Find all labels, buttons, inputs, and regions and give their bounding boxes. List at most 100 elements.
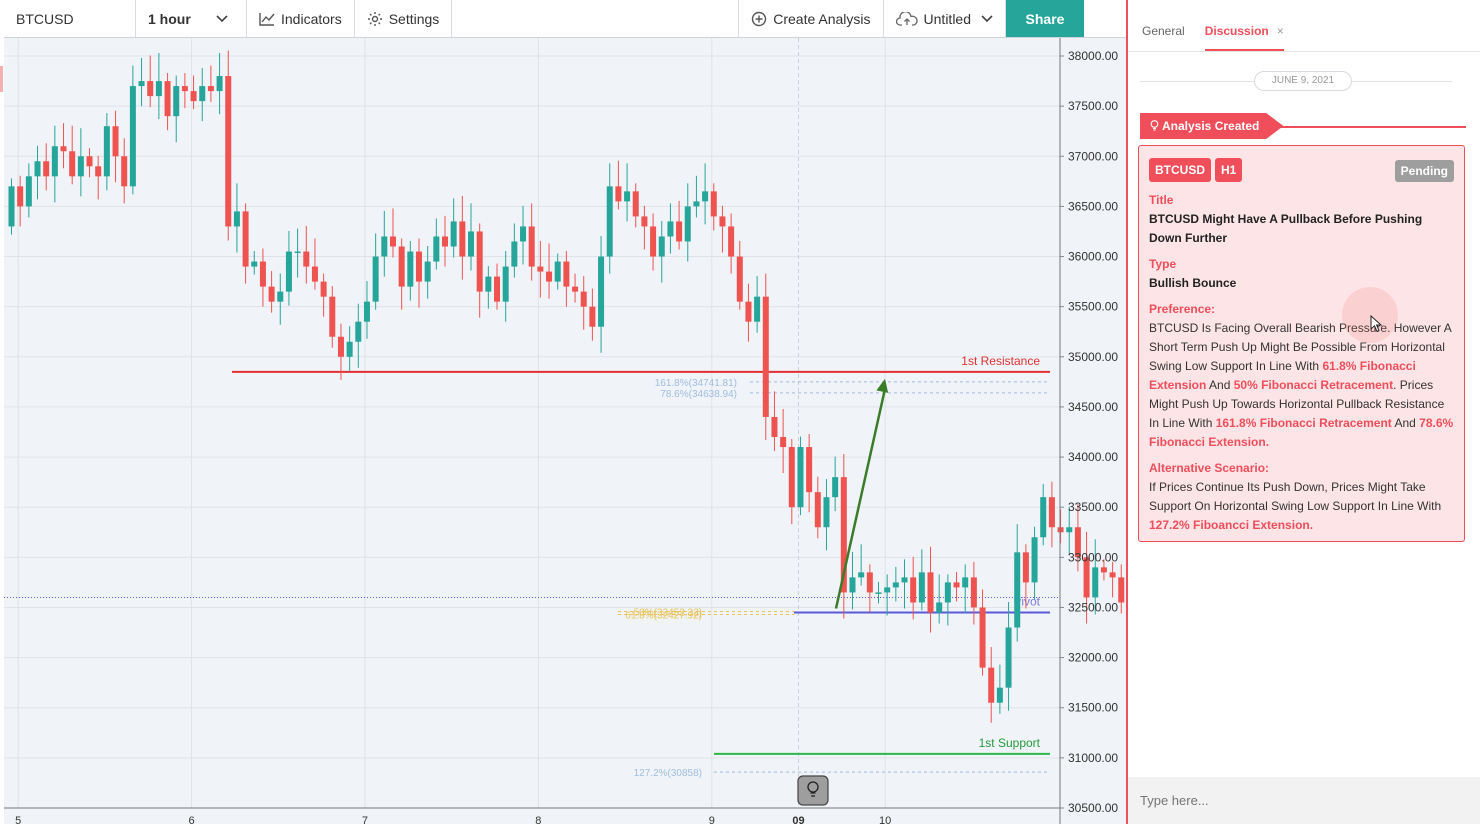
candle-body (459, 221, 466, 257)
candle-body (910, 577, 917, 603)
price-tick-label: 35000.00 (1068, 350, 1118, 364)
time-tick-label: 10 (879, 815, 891, 824)
preference-part: . Prices Might Push Up Towards Horizonta… (1149, 378, 1445, 430)
price-tick-label: 37500.00 (1068, 99, 1118, 113)
alternative-text: If Prices Continue Its Push Down, Prices… (1149, 478, 1454, 535)
candle-body (164, 81, 171, 117)
candle-body (780, 437, 787, 448)
candle-body (728, 226, 735, 257)
symbol-label: BTCUSD (16, 10, 74, 27)
candle-body (1109, 572, 1116, 578)
time-tick-label: 6 (189, 815, 195, 824)
candle-body (702, 191, 709, 202)
candle-body (277, 291, 284, 302)
candle-body (112, 126, 119, 157)
candle-body (320, 281, 327, 297)
fib-label: 78.6%(34638.94) (660, 389, 737, 400)
symbol-selector[interactable]: BTCUSD (4, 0, 136, 37)
preference-highlight: 61.8% Fibonacci Extension (1149, 359, 1416, 392)
candle-body (840, 477, 847, 593)
interval-dropdown[interactable]: 1 hour (136, 0, 247, 37)
candle-body (173, 86, 180, 117)
chevron-down-icon (981, 14, 993, 22)
preference-highlight: 50% Fibonacci Retracement (1233, 378, 1394, 392)
candle-body (710, 191, 717, 217)
candle-body (719, 216, 726, 227)
projection-arrow (834, 378, 889, 609)
candle-body (268, 286, 275, 302)
tab-general[interactable]: General (1142, 24, 1185, 51)
candle-body (858, 572, 865, 578)
cloud-upload-icon (895, 11, 918, 26)
candle-body (988, 667, 995, 703)
time-tick-label: 7 (362, 815, 368, 824)
candle-body (294, 251, 301, 254)
candle-body (996, 687, 1003, 703)
candle-body (1048, 497, 1055, 528)
candle-body (207, 86, 214, 92)
candle-body (615, 186, 622, 202)
settings-button[interactable]: Settings (355, 0, 453, 37)
candle-body (849, 577, 856, 593)
candle-body (372, 256, 379, 302)
candle-body (1083, 557, 1090, 598)
candle-body (121, 156, 128, 187)
candle-body (1005, 627, 1012, 688)
tab-discussion[interactable]: Discussion × (1204, 24, 1284, 51)
candle-body (676, 221, 683, 242)
candle-body (415, 251, 422, 282)
price-tick-label: 30500.00 (1068, 801, 1118, 815)
lightbulb-icon (807, 781, 819, 797)
candle-body (814, 492, 821, 528)
candle-body (251, 261, 258, 267)
share-button[interactable]: Share (1006, 0, 1084, 37)
preference-part: And (1391, 416, 1420, 430)
price-tick-label: 31000.00 (1068, 751, 1118, 765)
support-label: 1st Support (979, 736, 1041, 750)
price-axis: 38000.00 37500.00 37000.00 36500.00 36000.00… (1059, 38, 1118, 824)
candle-body (138, 81, 145, 87)
candle-body (363, 301, 370, 322)
candle-body (1022, 552, 1029, 583)
candle-body (77, 156, 84, 177)
candle-body (485, 276, 492, 292)
create-analysis-button[interactable]: Create Analysis (739, 0, 884, 37)
close-icon[interactable]: × (1276, 24, 1284, 38)
candle-body (736, 256, 743, 302)
gear-icon (367, 11, 382, 26)
candle-body (589, 306, 596, 327)
candle-body (979, 607, 986, 668)
analysis-card: BTCUSD H1 Pending Title BTCUSD Might Have… (1138, 145, 1465, 542)
price-tick-label: 37000.00 (1068, 149, 1118, 163)
message-input[interactable] (1128, 777, 1480, 824)
candle-body (927, 572, 934, 613)
price-tick-label: 32500.00 (1068, 600, 1118, 614)
date-divider: JUNE 9, 2021 (1128, 70, 1480, 110)
candle-body (285, 251, 292, 292)
idea-button[interactable] (797, 775, 829, 806)
candle-body (598, 256, 605, 327)
indicators-label: Indicators (281, 10, 342, 27)
layout-name-dropdown[interactable]: Untitled (884, 0, 1006, 37)
fib-label: 161.8%(34741.81) (655, 378, 737, 389)
candle-body (69, 151, 76, 177)
candle-body (823, 497, 830, 528)
indicators-button[interactable]: Indicators (247, 0, 355, 37)
candle-body (572, 286, 579, 292)
candle-body (511, 241, 518, 267)
candle-body (1014, 552, 1021, 628)
line-chart-icon (259, 12, 275, 26)
price-chart[interactable]: 1st Resistance Pivot 1st Support 161.8%(347… (4, 38, 1126, 824)
price-tick-label: 36500.00 (1068, 199, 1118, 213)
candle-body (632, 191, 639, 217)
price-tick-label: 32000.00 (1068, 651, 1118, 665)
candle-body (962, 577, 969, 588)
analysis-created-label: Analysis Created (1162, 119, 1260, 133)
chevron-down-icon (216, 14, 228, 22)
candle-body (554, 261, 561, 282)
candle-body (433, 236, 440, 262)
toolbar-end (1084, 0, 1126, 37)
